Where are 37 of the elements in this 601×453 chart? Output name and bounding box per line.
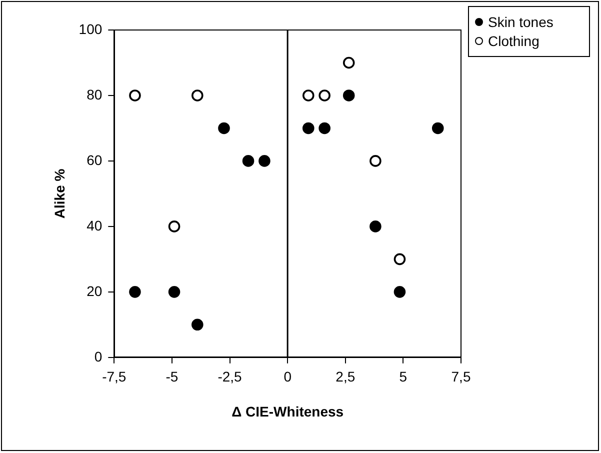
point [242, 155, 254, 167]
point [192, 318, 204, 331]
y-tick-label: 100 [78, 20, 102, 37]
point [192, 90, 204, 102]
point [258, 155, 270, 167]
point [318, 122, 330, 134]
point [129, 90, 141, 102]
x-axis-title: Δ CIE-Whiteness [232, 403, 344, 420]
point [432, 122, 444, 134]
point [370, 155, 382, 167]
point [318, 90, 330, 102]
point [302, 122, 314, 134]
x-tick-label: -2,5 [218, 368, 242, 385]
x-tick-label: -5 [166, 368, 178, 385]
point [342, 90, 355, 102]
y-axis-title: Alike % [51, 168, 68, 219]
point [370, 220, 382, 232]
x-tick-label: -7,5 [102, 368, 126, 385]
y-tick-label: 80 [86, 86, 102, 102]
x-tick-label: 0 [284, 368, 292, 385]
legend-label: Skin tones [488, 14, 554, 30]
x-tick-label: 2,5 [336, 368, 356, 385]
point [394, 253, 406, 266]
y-tick-label: 40 [86, 217, 102, 234]
point [394, 286, 406, 298]
x-tick-label: 7,5 [451, 368, 471, 385]
y-tick-label: 0 [94, 348, 102, 364]
legend-label: Clothing [488, 33, 540, 49]
point [342, 56, 355, 69]
point [302, 90, 314, 102]
point [218, 122, 230, 134]
y-tick-label: 60 [86, 152, 102, 168]
y-tick-label: 20 [86, 282, 102, 299]
point [129, 286, 141, 298]
point [168, 286, 180, 298]
x-tick-label: 5 [399, 368, 408, 385]
point [168, 220, 180, 232]
